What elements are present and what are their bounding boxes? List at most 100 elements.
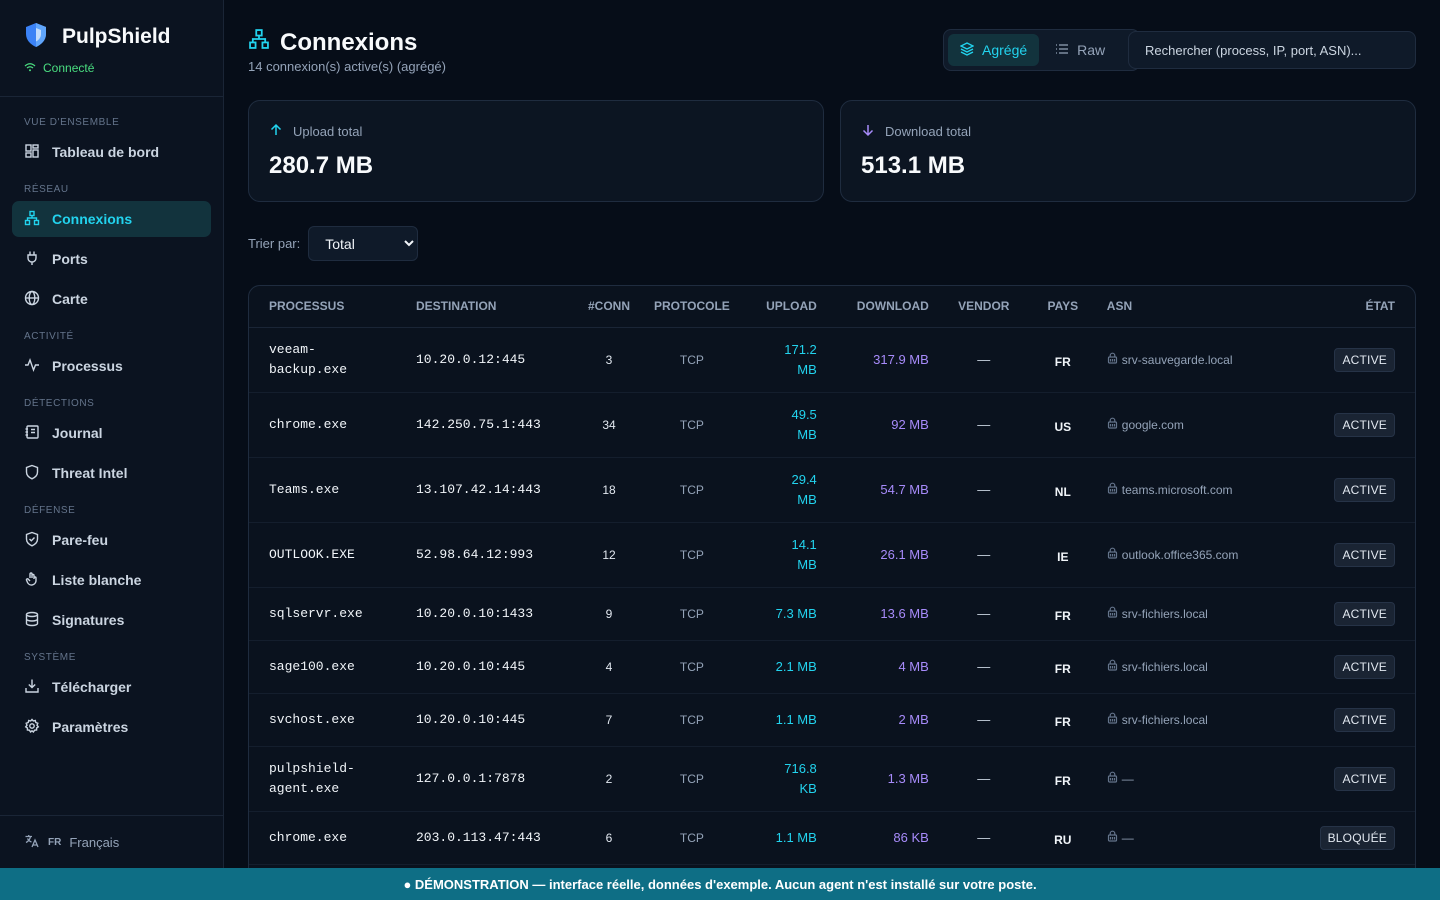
upload-total-card: Upload total 280.7 MB — [248, 100, 824, 202]
sidebar: PulpShield Connecté VUE D'ENSEMBLE Table… — [0, 0, 224, 868]
column-header-state[interactable]: ÉTAT — [1276, 286, 1415, 328]
connections-table: PROCESSUS DESTINATION #CONN PROTOCOLE UP… — [248, 285, 1416, 885]
column-header-upload[interactable]: UPLOAD — [739, 286, 827, 328]
cell-asn: — — [1096, 811, 1277, 865]
table-row[interactable]: OUTLOOK.EXE 52.98.64.12:993 12 TCP 14.1 MB 26… — [249, 522, 1415, 588]
cell-conn: 9 — [574, 587, 644, 641]
language-selector[interactable]: FR Français — [0, 815, 223, 868]
process-name: OUTLOOK.EXE — [269, 546, 355, 562]
cell-protocol: TCP — [644, 327, 740, 393]
cell-upload: 29.4 MB — [739, 457, 827, 523]
table-row[interactable]: sage100.exe 10.20.0.10:445 4 TCP 2.1 MB 4 MB —… — [249, 640, 1415, 694]
asn-value: teams.microsoft.com — [1121, 482, 1233, 497]
cell-vendor: — — [938, 746, 1029, 812]
search-input[interactable] — [1128, 31, 1416, 69]
sidebar-item-label: Pare-feu — [52, 532, 109, 548]
cell-process: sqlservr.exe — [249, 587, 406, 641]
toggle-raw[interactable]: Raw — [1043, 34, 1117, 66]
toggle-aggregated[interactable]: Agrégé — [948, 34, 1040, 66]
logo-shield-icon — [24, 22, 48, 51]
cell-state: ACTIVE — [1276, 587, 1415, 641]
sidebar-item-threat-intel[interactable]: Threat Intel — [12, 455, 211, 491]
cell-asn: srv-fichiers.local — [1096, 640, 1277, 694]
sidebar-item-label: Processus — [52, 358, 123, 374]
sidebar-item-signatures[interactable]: Signatures — [12, 602, 211, 638]
cell-upload: 49.5 MB — [739, 392, 827, 458]
sidebar-item-telecharger[interactable]: Télécharger — [12, 669, 211, 705]
column-header-country[interactable]: PAYS — [1028, 286, 1097, 328]
connection-status: Connecté — [24, 61, 199, 75]
upload-value: 171.2 MB — [784, 341, 817, 377]
arrow-up-icon — [269, 123, 283, 140]
cell-country: FR — [1028, 693, 1097, 747]
download-total-value: 513.1 MB — [861, 152, 966, 179]
status-label: Connecté — [43, 61, 95, 75]
cell-state: ACTIVE — [1276, 640, 1415, 694]
section-title-detections: DÉTECTIONS — [24, 398, 95, 409]
language-label: Français — [69, 834, 120, 850]
column-header-vendor[interactable]: VENDOR — [938, 286, 1029, 328]
cell-protocol: TCP — [644, 693, 740, 747]
sidebar-item-pare-feu[interactable]: Pare-feu — [12, 522, 211, 558]
network-icon — [24, 210, 40, 229]
cell-state: ACTIVE — [1276, 522, 1415, 588]
sidebar-item-ports[interactable]: Ports — [12, 241, 211, 277]
cell-conn: 2 — [574, 746, 644, 812]
building-icon — [1107, 352, 1118, 367]
sidebar-item-liste-blanche[interactable]: Liste blanche — [12, 562, 211, 598]
column-header-download[interactable]: DOWNLOAD — [826, 286, 939, 328]
cell-download: 317.9 MB — [826, 327, 939, 393]
sidebar-item-parametres[interactable]: Paramètres — [12, 709, 211, 745]
column-header-protocol[interactable]: PROTOCOLE — [644, 286, 740, 328]
table-row[interactable]: chrome.exe 203.0.113.47:443 6 TCP 1.1 MB 86 K… — [249, 811, 1415, 865]
table-row[interactable]: pulpshield- agent.exe 127.0.0.1:7878 2 TCP 7… — [249, 746, 1415, 812]
cell-process: Teams.exe — [249, 457, 406, 523]
sidebar-item-label: Paramètres — [52, 719, 129, 735]
dashboard-icon — [24, 143, 40, 162]
layers-icon — [959, 41, 975, 59]
table-row[interactable]: Teams.exe 13.107.42.14:443 18 TCP 29.4 MB 54.… — [249, 457, 1415, 523]
cell-destination: 127.0.0.1:7878 — [406, 746, 574, 812]
sidebar-item-journal[interactable]: Journal — [12, 415, 211, 451]
table-row[interactable]: veeam- backup.exe 10.20.0.12:445 3 TCP 171.2… — [249, 327, 1415, 393]
building-icon — [1107, 659, 1118, 674]
sidebar-item-dashboard[interactable]: Tableau de bord — [12, 134, 211, 170]
column-header-conn[interactable]: #CONN — [574, 286, 644, 328]
shield-icon — [24, 464, 40, 483]
cell-country: FR — [1028, 746, 1097, 812]
cell-conn: 3 — [574, 327, 644, 393]
table-row[interactable]: sqlservr.exe 10.20.0.10:1433 9 TCP 7.3 MB 13.… — [249, 587, 1415, 641]
network-icon — [248, 28, 270, 57]
sidebar-item-processus[interactable]: Processus — [12, 348, 211, 384]
column-header-process[interactable]: PROCESSUS — [249, 286, 406, 328]
cell-state: ACTIVE — [1276, 746, 1415, 812]
cell-country: US — [1028, 392, 1097, 458]
sidebar-item-carte[interactable]: Carte — [12, 281, 211, 317]
list-icon — [1055, 42, 1069, 59]
page-title: Connexions — [248, 28, 417, 57]
translate-icon — [24, 833, 40, 852]
asn-value: srv-fichiers.local — [1121, 606, 1208, 621]
section-title-activity: ACTIVITÉ — [24, 331, 74, 342]
asn-value: srv-fichiers.local — [1121, 712, 1208, 727]
process-name: svchost.exe — [269, 711, 355, 727]
sort-select[interactable]: Total — [308, 226, 419, 261]
cell-process: OUTLOOK.EXE — [249, 522, 406, 588]
sidebar-item-connexions[interactable]: Connexions — [12, 201, 211, 237]
section-title-system: SYSTÈME — [24, 652, 76, 663]
asn-value: google.com — [1121, 417, 1184, 432]
status-badge: ACTIVE — [1334, 347, 1395, 372]
sort-label: Trier par: — [248, 236, 301, 251]
building-icon — [1107, 771, 1118, 786]
journal-icon — [24, 424, 40, 443]
cell-conn: 18 — [574, 457, 644, 523]
download-total-label-row: Download total — [861, 123, 1395, 140]
cell-vendor: — — [938, 327, 1029, 393]
upload-value: 7.3 MB — [775, 605, 817, 621]
table-row[interactable]: chrome.exe 142.250.75.1:443 34 TCP 49.5 MB 92… — [249, 392, 1415, 458]
cell-vendor: — — [938, 457, 1029, 523]
cell-download: 54.7 MB — [826, 457, 939, 523]
table-row[interactable]: svchost.exe 10.20.0.10:445 7 TCP 1.1 MB 2 MB —… — [249, 693, 1415, 747]
column-header-asn[interactable]: ASN — [1096, 286, 1277, 328]
column-header-destination[interactable]: DESTINATION — [406, 286, 574, 328]
